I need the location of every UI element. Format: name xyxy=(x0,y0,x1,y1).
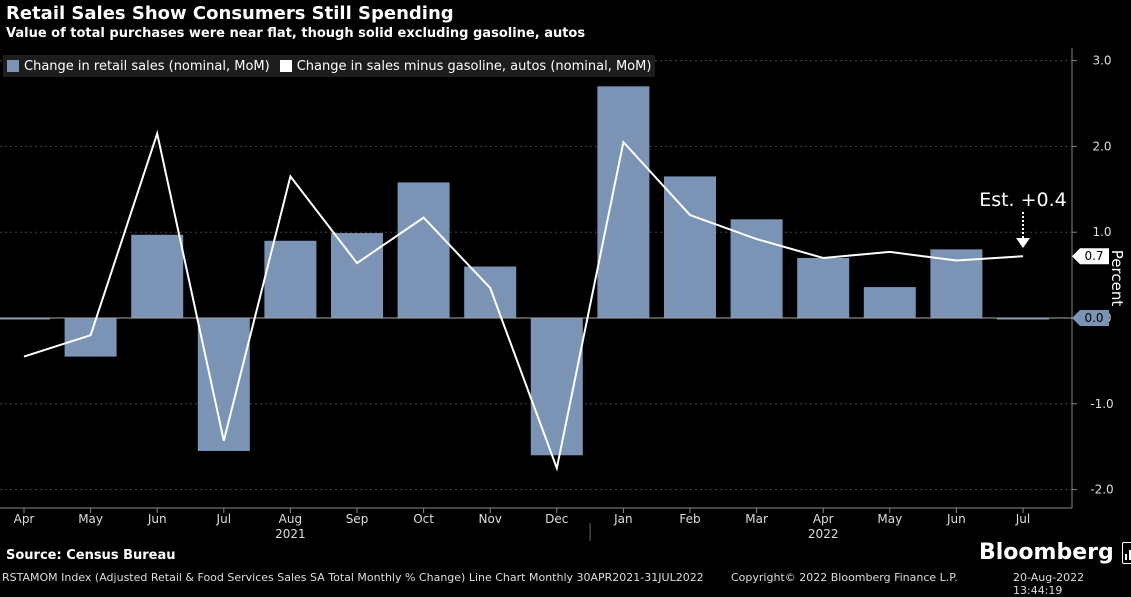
y-tick-label: 2.0 xyxy=(1092,139,1111,153)
bar xyxy=(797,257,850,318)
bar xyxy=(0,318,50,320)
estimate-annotation: Est. +0.4 xyxy=(979,189,1067,211)
legend-swatch-line xyxy=(279,60,292,72)
x-tick-label: Mar xyxy=(745,512,768,526)
last-value-badge xyxy=(1072,310,1109,326)
legend-label-retail: Change in retail sales (nominal, MoM) xyxy=(24,58,270,74)
x-tick-label: Apr xyxy=(14,512,35,526)
y-tick-label: 3.0 xyxy=(1092,54,1111,68)
x-tick-label: May xyxy=(78,512,103,526)
x-year-label: 2022 xyxy=(808,527,839,541)
bar xyxy=(863,287,916,318)
timestamp: 20-Aug-2022 13:44:19 xyxy=(1013,571,1085,597)
x-tick-label: Sep xyxy=(346,512,369,526)
source-note: Source: Census Bureau xyxy=(6,548,176,563)
chart-title: Retail Sales Show Consumers Still Spendi… xyxy=(6,3,454,24)
last-value-label: 0.0 xyxy=(1084,311,1103,325)
bar xyxy=(597,86,650,318)
bar xyxy=(397,182,450,318)
x-year-label: 2021 xyxy=(275,527,306,541)
last-value-label: 0.7 xyxy=(1084,249,1103,263)
brand-name: Bloomberg xyxy=(979,540,1114,565)
x-tick-label: Jun xyxy=(946,512,966,526)
legend-label-ex-gas: Change in sales minus gasoline, autos (n… xyxy=(296,58,652,74)
bar xyxy=(264,240,317,318)
bloomberg-logo: Bloomberg xyxy=(979,540,1131,565)
x-tick-label: Jun xyxy=(147,512,167,526)
x-tick-label: Jan xyxy=(613,512,633,526)
x-tick-label: Dec xyxy=(545,512,568,526)
bar xyxy=(131,234,184,318)
bar xyxy=(64,318,117,357)
x-tick-label: Nov xyxy=(478,512,501,526)
x-tick-label: Aug xyxy=(279,512,302,526)
last-value-badge xyxy=(1072,248,1109,265)
bar xyxy=(464,266,517,318)
legend-item-retail: Change in retail sales (nominal, MoM) xyxy=(7,59,270,74)
down-arrow-head xyxy=(1016,238,1030,248)
bar xyxy=(197,318,250,451)
chart-subtitle: Value of total purchases were near flat,… xyxy=(6,26,586,41)
legend-swatch-bar xyxy=(7,60,19,72)
legend: Change in retail sales (nominal, MoM) Ch… xyxy=(3,55,656,77)
copyright: Copyright© 2022 Bloomberg Finance L.P. xyxy=(731,571,958,584)
ticker-note: RSTAMOM Index (Adjusted Retail & Food Se… xyxy=(2,571,704,584)
bar xyxy=(530,318,583,456)
bar xyxy=(664,176,716,318)
bar xyxy=(730,219,783,318)
y-axis-label: Percent xyxy=(1108,250,1126,307)
y-tick-label: -2.0 xyxy=(1090,483,1113,497)
series-line xyxy=(23,129,1024,472)
bar xyxy=(331,233,383,318)
legend-item-ex-gas: Change in sales minus gasoline, autos (n… xyxy=(279,58,652,74)
bloomberg-terminal-icon xyxy=(1121,541,1131,564)
y-tick-label: 1.0 xyxy=(1092,225,1111,239)
x-tick-label: May xyxy=(877,512,902,526)
bar xyxy=(997,318,1049,320)
x-tick-label: Oct xyxy=(413,512,434,526)
x-tick-label: Jul xyxy=(216,512,231,526)
x-tick-label: Jul xyxy=(1015,512,1030,526)
x-tick-label: Feb xyxy=(679,512,700,526)
y-tick-label: -1.0 xyxy=(1090,397,1113,411)
x-tick-label: Apr xyxy=(813,512,834,526)
